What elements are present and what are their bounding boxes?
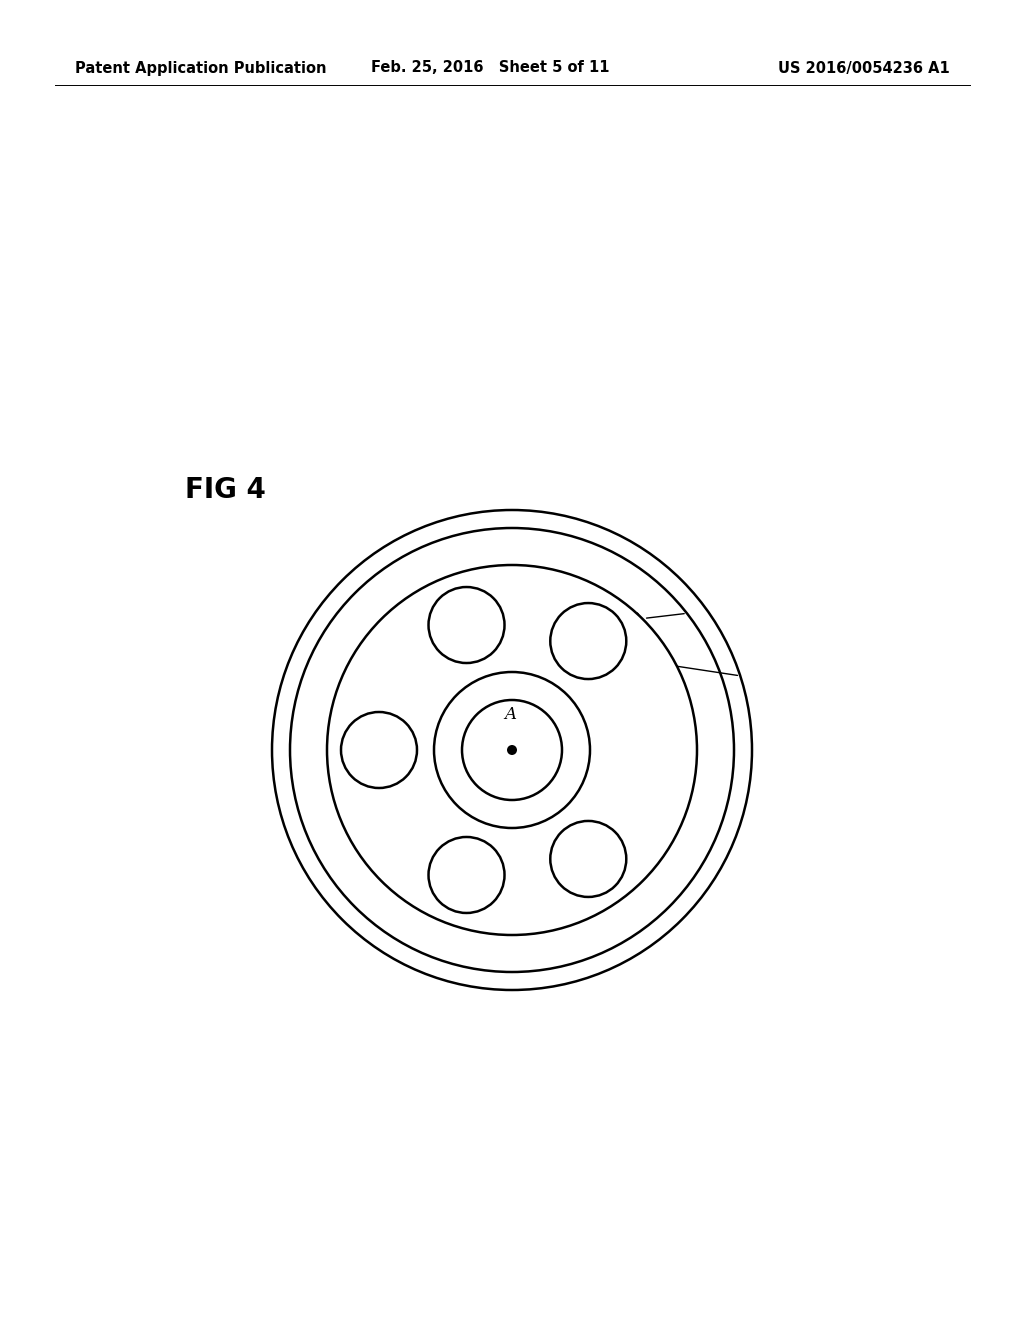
Circle shape xyxy=(341,711,417,788)
Circle shape xyxy=(550,821,627,898)
Circle shape xyxy=(434,672,590,828)
Circle shape xyxy=(462,700,562,800)
Text: 40: 40 xyxy=(620,611,684,630)
Text: 52: 52 xyxy=(444,830,510,890)
Circle shape xyxy=(550,603,627,678)
Text: US 2016/0054236 A1: US 2016/0054236 A1 xyxy=(778,61,950,75)
Circle shape xyxy=(507,744,517,755)
Text: 54: 54 xyxy=(559,832,611,888)
Text: A: A xyxy=(504,706,516,723)
Circle shape xyxy=(327,565,697,935)
Text: Patent Application Publication: Patent Application Publication xyxy=(75,61,327,75)
Text: 32: 32 xyxy=(625,651,737,676)
Text: Feb. 25, 2016   Sheet 5 of 11: Feb. 25, 2016 Sheet 5 of 11 xyxy=(371,61,609,75)
Circle shape xyxy=(428,587,505,663)
Text: FIG 4: FIG 4 xyxy=(185,477,266,504)
Circle shape xyxy=(290,528,734,972)
Circle shape xyxy=(272,510,752,990)
Circle shape xyxy=(428,837,505,913)
